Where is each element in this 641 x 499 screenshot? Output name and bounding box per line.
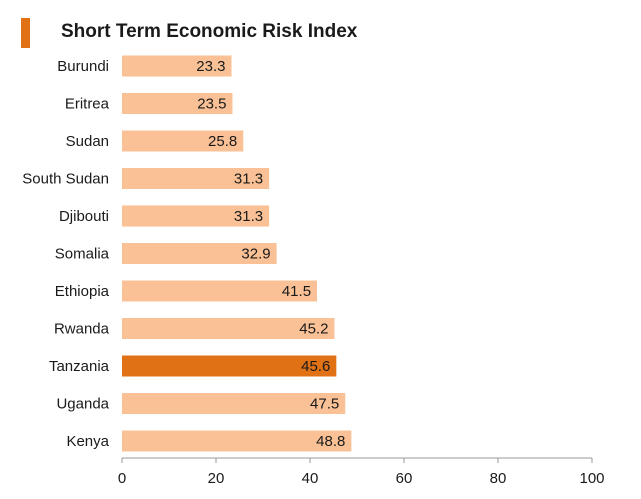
x-tick-label: 0 <box>118 470 126 487</box>
category-label: Tanzania <box>49 358 110 375</box>
bar <box>122 205 270 227</box>
bar <box>122 243 277 264</box>
data-label: 31.3 <box>234 171 263 188</box>
data-label: 45.2 <box>299 321 328 338</box>
category-label: Kenya <box>66 433 109 450</box>
category-label: Rwanda <box>54 321 110 338</box>
data-label: 47.5 <box>310 396 339 413</box>
category-label: South Sudan <box>22 171 109 188</box>
bar <box>122 55 232 77</box>
bar <box>122 280 318 302</box>
category-label: Eritrea <box>65 96 110 113</box>
category-label: Somalia <box>55 246 110 263</box>
data-label: 23.5 <box>197 96 226 113</box>
x-tick-label: 20 <box>208 470 225 487</box>
data-label: 41.5 <box>282 283 311 300</box>
data-label: 31.3 <box>234 208 263 225</box>
category-label: Sudan <box>66 133 109 150</box>
chart-title: Short Term Economic Risk Index <box>61 21 358 42</box>
data-label: 25.8 <box>208 133 237 150</box>
category-label: Djibouti <box>59 208 109 225</box>
x-tick-label: 100 <box>579 470 604 487</box>
data-label: 45.6 <box>301 358 330 375</box>
category-label: Burundi <box>57 58 109 75</box>
bar <box>122 318 335 339</box>
bar <box>122 393 346 414</box>
bar <box>122 168 270 189</box>
x-tick-label: 80 <box>490 470 507 487</box>
title-accent-bar <box>21 18 30 48</box>
bar <box>122 430 352 452</box>
bar <box>122 355 337 377</box>
bar <box>122 130 244 152</box>
category-label: Ethiopia <box>55 283 110 300</box>
category-label: Uganda <box>56 396 109 413</box>
data-label: 48.8 <box>316 433 345 450</box>
data-label: 32.9 <box>241 246 270 263</box>
data-label: 23.3 <box>196 58 225 75</box>
x-tick-label: 60 <box>396 470 413 487</box>
bar <box>122 93 233 114</box>
x-tick-label: 40 <box>302 470 319 487</box>
